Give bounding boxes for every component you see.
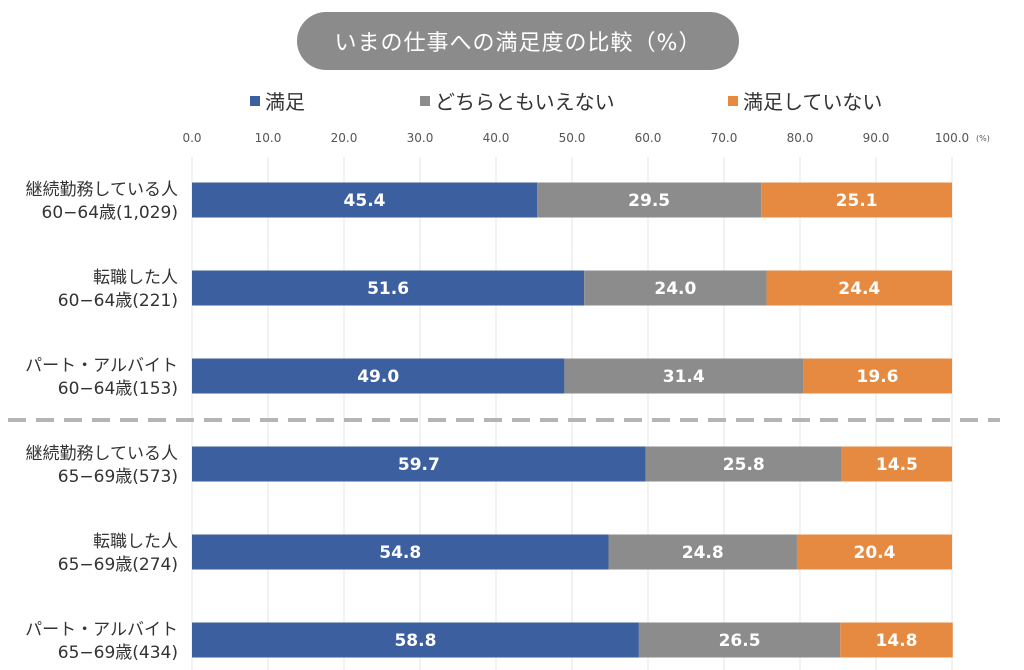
- bar-segment: [192, 182, 538, 218]
- bar-segment: [564, 358, 804, 394]
- bar-segment: [608, 534, 797, 570]
- data-label: 20.4: [854, 543, 896, 563]
- category-label: 転職した人: [93, 532, 178, 552]
- category-label: 継続勤務している人: [26, 444, 179, 464]
- data-label: 54.8: [379, 543, 421, 563]
- category-label: パート・アルバイト: [25, 620, 178, 640]
- legend-item-unsatisfied: 満足していない: [728, 86, 882, 115]
- x-tick-label: 100.0: [935, 131, 969, 145]
- data-label: 24.8: [682, 543, 724, 563]
- data-label: 45.4: [344, 191, 386, 211]
- bar-segment: [584, 270, 767, 306]
- bar-segment: [761, 182, 952, 218]
- data-label: 25.8: [723, 455, 765, 475]
- category-sublabel: 65−69歳(274): [58, 555, 178, 575]
- legend-label: 満足していない: [743, 90, 883, 114]
- category-label: 継続勤務している人: [26, 180, 179, 200]
- x-tick-label: 90.0: [863, 131, 890, 145]
- bar-segment: [803, 358, 952, 394]
- legend-swatch: [420, 95, 430, 106]
- bar-segment: [192, 358, 565, 394]
- data-label: 14.5: [876, 455, 918, 475]
- bar-segment: [192, 622, 639, 658]
- x-tick-label: 80.0: [787, 131, 814, 145]
- legend-label: どちらともいえない: [435, 90, 615, 114]
- legend-swatch: [250, 95, 260, 106]
- bar-segment: [766, 270, 952, 306]
- bar-segment: [638, 622, 841, 658]
- chart-title: いまの仕事への満足度の比較（%）: [297, 12, 739, 70]
- x-tick-label: 40.0: [483, 131, 510, 145]
- bar-segment: [537, 182, 762, 218]
- data-label: 49.0: [357, 367, 399, 387]
- legend-item-satisfied: 満足: [250, 86, 305, 115]
- x-tick-label: 20.0: [331, 131, 358, 145]
- x-unit-label: (%): [976, 134, 990, 143]
- x-tick-label: 60.0: [635, 131, 662, 145]
- bar-segment: [192, 534, 609, 570]
- data-label: 58.8: [394, 631, 436, 651]
- x-tick-label: 10.0: [255, 131, 282, 145]
- x-tick-label: 0.0: [182, 131, 201, 145]
- data-label: 26.5: [719, 631, 761, 651]
- bar-segment: [645, 446, 842, 482]
- data-label: 14.8: [876, 631, 918, 651]
- bar-segment: [192, 446, 646, 482]
- x-tick-label: 30.0: [407, 131, 434, 145]
- bar-segment: [796, 534, 952, 570]
- x-tick-label: 50.0: [559, 131, 586, 145]
- data-label: 19.6: [857, 367, 899, 387]
- category-sublabel: 65−69歳(434): [58, 643, 178, 663]
- bar-segment: [192, 270, 585, 306]
- category-label: パート・アルバイト: [25, 356, 178, 376]
- data-label: 24.0: [654, 279, 696, 299]
- legend-item-neutral: どちらともいえない: [420, 86, 615, 115]
- category-sublabel: 60−64歳(1,029): [42, 203, 178, 223]
- category-sublabel: 60−64歳(153): [58, 379, 178, 399]
- data-label: 59.7: [398, 455, 440, 475]
- data-label: 29.5: [628, 191, 670, 211]
- x-tick-label: 70.0: [711, 131, 738, 145]
- category-sublabel: 65−69歳(573): [58, 467, 178, 487]
- legend-swatch: [728, 95, 738, 106]
- data-label: 24.4: [838, 279, 880, 299]
- category-label: 転職した人: [93, 268, 178, 288]
- bar-segment: [841, 446, 952, 482]
- data-label: 51.6: [367, 279, 409, 299]
- data-label: 31.4: [663, 367, 705, 387]
- bar-segment: [840, 622, 953, 658]
- legend-label: 満足: [265, 90, 305, 114]
- category-sublabel: 60−64歳(221): [58, 291, 178, 311]
- data-label: 25.1: [836, 191, 878, 211]
